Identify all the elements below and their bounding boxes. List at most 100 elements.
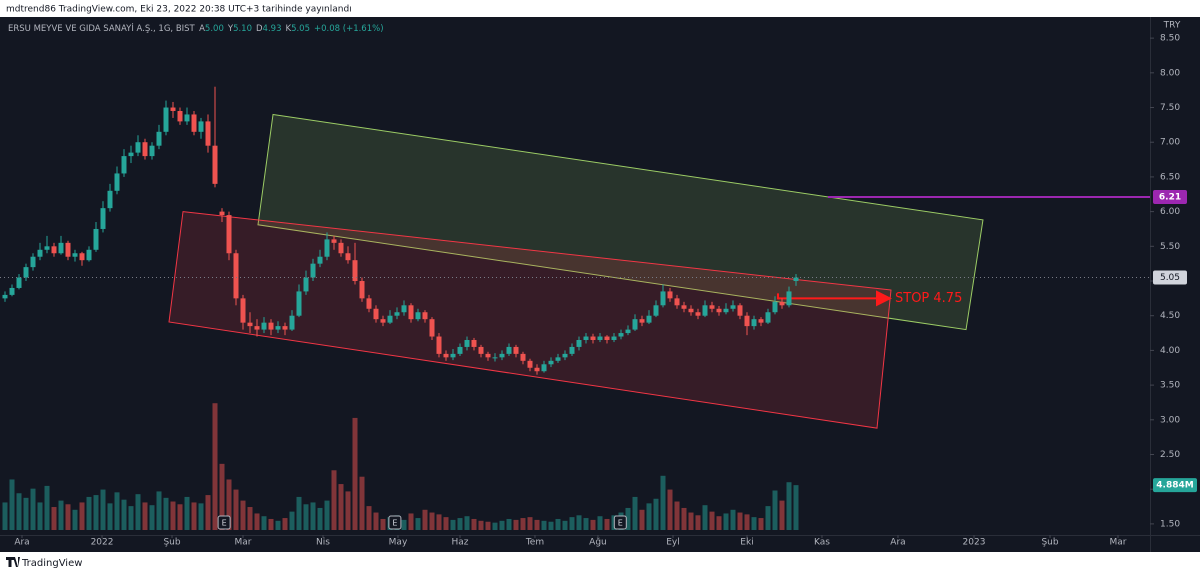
candle-body <box>219 211 225 216</box>
candle-body <box>198 121 204 132</box>
candle-body <box>275 326 281 330</box>
candle-body <box>394 312 400 316</box>
candle-body <box>373 308 379 320</box>
volume-bar <box>723 513 729 530</box>
currency: TRY <box>1163 21 1181 31</box>
volume-bar <box>513 519 519 530</box>
y-tick-label: 7.00 <box>1160 138 1180 148</box>
volume-bar <box>604 518 610 530</box>
y-tick-label: 6.00 <box>1160 207 1180 217</box>
x-tick-label: 2023 <box>963 538 986 548</box>
candle-body <box>730 305 736 309</box>
volume-bar <box>212 403 218 530</box>
candle-body <box>37 249 43 257</box>
legend-value: 5.10 <box>233 24 252 34</box>
volume-bar <box>296 496 302 530</box>
candle-body <box>51 246 57 254</box>
legend-key: K <box>285 24 291 34</box>
volume-bar <box>359 476 365 530</box>
candle-body <box>44 246 50 250</box>
volume-bar <box>100 489 106 530</box>
candle-body <box>569 346 575 354</box>
channel <box>257 113 984 331</box>
candle-body <box>492 357 498 359</box>
volume-bar <box>569 517 575 530</box>
volume-bar <box>443 517 449 530</box>
volume-bar <box>366 506 372 530</box>
volume-bar <box>44 485 50 530</box>
price-label-bg <box>1153 190 1187 205</box>
candle-body <box>604 336 610 340</box>
volume-bar <box>744 514 750 530</box>
candle-body <box>149 145 155 157</box>
volume-bar <box>226 479 232 530</box>
candle-body <box>464 339 470 347</box>
x-tick-label: 2022 <box>91 538 114 548</box>
volume-bar <box>114 492 120 530</box>
candle-body <box>142 142 148 157</box>
volume-bar <box>37 502 43 530</box>
candle-body <box>590 336 596 340</box>
volume-bar <box>786 482 792 530</box>
y-tick-label: 8.50 <box>1160 34 1180 44</box>
price-label: 6.21 <box>1159 193 1181 203</box>
event-marker <box>217 515 231 530</box>
volume-bar <box>625 507 631 530</box>
volume-bar <box>457 518 463 530</box>
volume-bar <box>653 498 659 530</box>
candle-body <box>170 107 176 111</box>
x-tick-label: Ara <box>890 538 905 548</box>
volume-bar <box>128 506 134 530</box>
volume-bar <box>380 518 386 530</box>
candle-body <box>674 298 680 306</box>
x-tick-label: Eyl <box>666 538 680 548</box>
volume-bar <box>548 521 554 530</box>
volume-bar <box>303 504 309 530</box>
candle-body <box>611 336 617 340</box>
candle-body <box>240 298 246 323</box>
volume-bar <box>149 505 155 530</box>
volume-bar <box>415 518 421 530</box>
volume-bar <box>205 495 211 530</box>
candle-body <box>709 305 715 309</box>
volume-bar <box>758 518 764 530</box>
y-tick-label: 3.50 <box>1160 381 1180 391</box>
volume-bar <box>779 500 785 530</box>
volume-bar <box>702 505 708 530</box>
candle-body <box>737 305 743 316</box>
candle-body <box>23 267 29 278</box>
candle-body <box>751 319 757 327</box>
candle-body <box>107 190 113 209</box>
volume-bar <box>527 517 533 530</box>
candle-body <box>310 263 316 278</box>
candle-body <box>632 319 638 330</box>
symbol-legend: ERSU MEYVE VE GIDA SANAYİ A.Ş., 1G, BIST… <box>8 23 384 34</box>
candle-body <box>548 360 554 365</box>
volume-bar <box>142 502 148 530</box>
channel <box>168 211 892 429</box>
volume-bar <box>23 497 29 530</box>
volume-bar <box>429 512 435 530</box>
volume-bar <box>632 496 638 530</box>
candle-body <box>541 364 547 372</box>
candle-body <box>65 242 71 257</box>
candle-body <box>625 329 631 334</box>
candle-body <box>86 249 92 261</box>
candle-body <box>296 291 302 316</box>
candle-body <box>408 305 414 320</box>
candle-body <box>121 156 127 174</box>
volume-bar <box>471 518 477 530</box>
candle-body <box>716 308 722 313</box>
candle-body <box>191 114 197 132</box>
legend-key: Y <box>227 24 234 34</box>
candle-body <box>779 301 785 306</box>
volume-bar <box>688 512 694 530</box>
candle-body <box>597 336 603 340</box>
volume-bar <box>541 520 547 530</box>
volume-bar <box>576 515 582 530</box>
legend-key: D <box>256 24 263 34</box>
candle-body <box>135 142 141 153</box>
volume-bar <box>86 496 92 530</box>
candle-body <box>422 312 428 320</box>
volume-bar <box>107 503 113 530</box>
